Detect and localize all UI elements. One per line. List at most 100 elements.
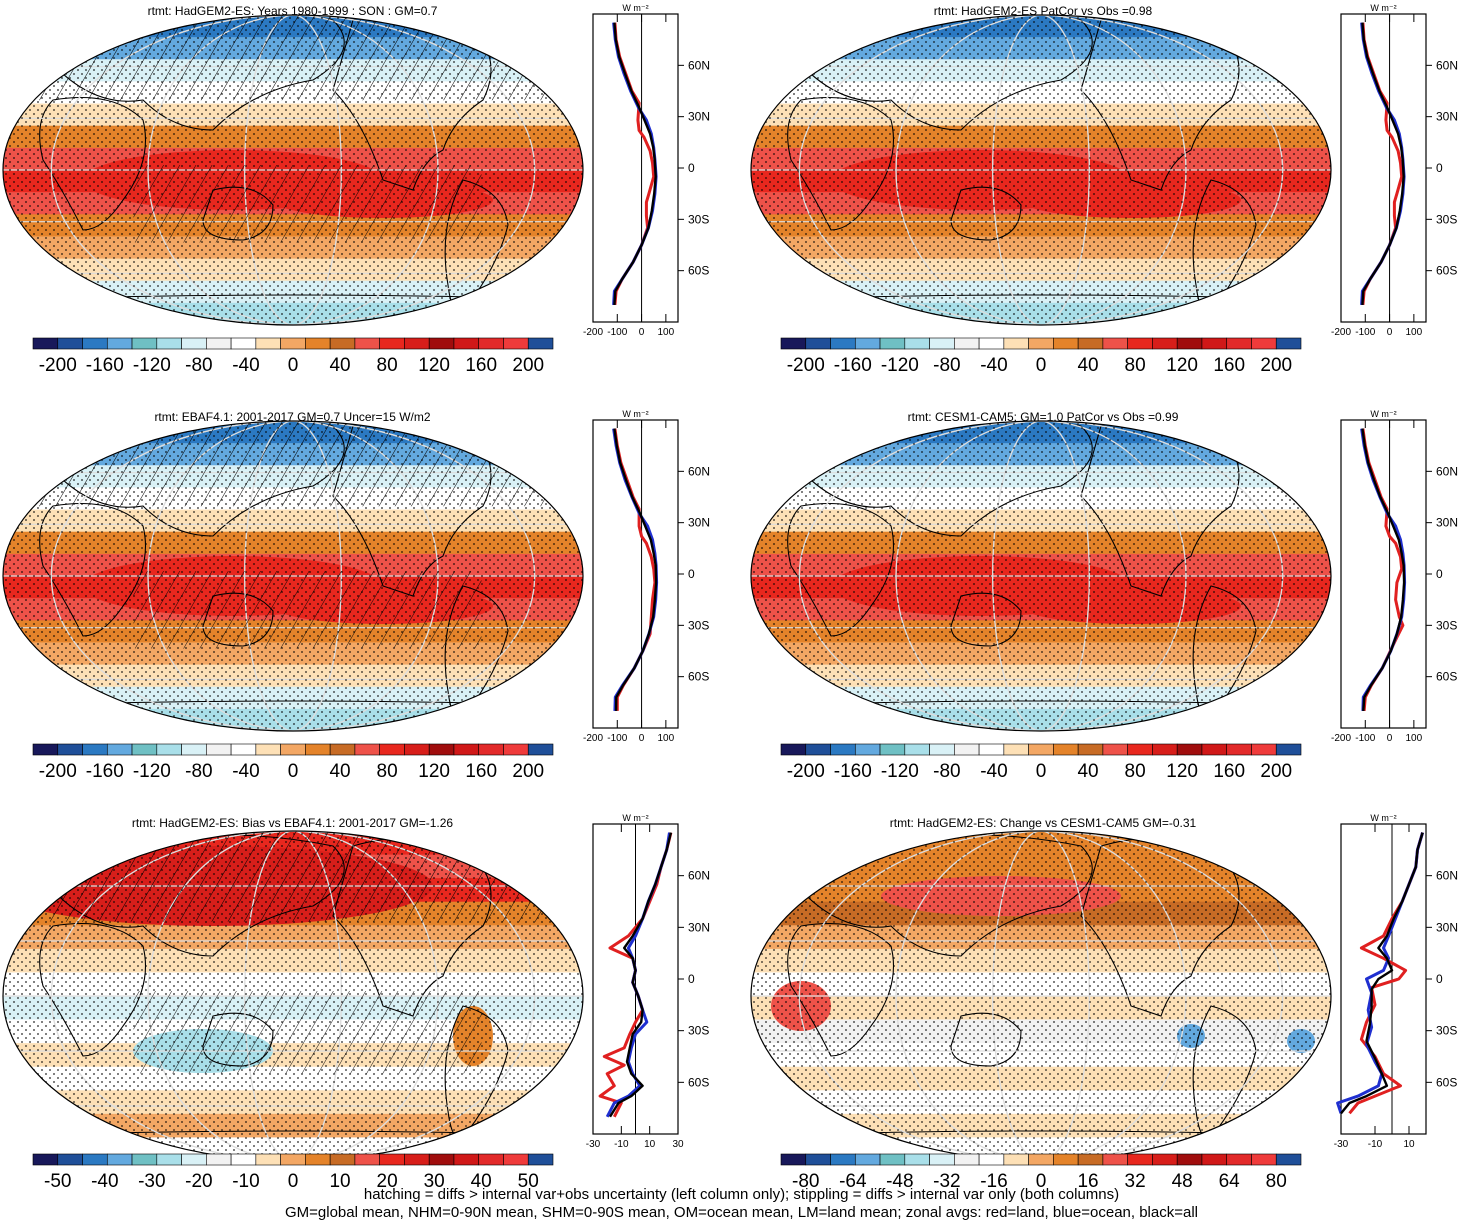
zonal-mean-plot: 60N 30N 0 30S 60S -200 -100 0 100 W m⁻² xyxy=(1331,3,1458,338)
colorbar-swatch xyxy=(32,1153,59,1166)
lat-tick-label: 30S xyxy=(688,212,709,226)
colorbar: -200 -160 -120 -80 -40 0 40 80 120 160 200 xyxy=(780,743,1302,782)
colorbar-label: -64 xyxy=(839,1171,867,1192)
colorbar-label: 80 xyxy=(1125,761,1146,782)
colorbar-label: -50 xyxy=(44,1171,71,1192)
lat-tick-label: 30S xyxy=(688,1024,709,1038)
panel-graphics: -200 -160 -120 -80 -40 0 40 80 120 160 200 60N 30N 0 3… xyxy=(2,409,710,782)
lat-tick-label: 60N xyxy=(688,58,710,72)
colorbar-label: 16 xyxy=(1077,1171,1098,1192)
colorbar-label: 40 xyxy=(329,761,350,782)
world-map xyxy=(2,420,584,732)
colorbar-swatch xyxy=(1028,1153,1054,1166)
lat-tick-label: 30S xyxy=(1436,212,1457,226)
panel-graphics: -200 -160 -120 -80 -40 0 40 80 120 160 200 60N 30N 0 3… xyxy=(2,3,710,376)
colorbar-swatch xyxy=(131,337,158,350)
colorbar-label: -40 xyxy=(91,1171,118,1192)
colorbar-label: 200 xyxy=(1260,761,1292,782)
lat-tick-label: 60S xyxy=(1436,264,1457,278)
caption-line-1: hatching = diffs > internal var+obs unce… xyxy=(363,1186,1120,1203)
colorbar-label: 200 xyxy=(512,355,544,376)
colorbar-swatch xyxy=(404,743,430,756)
colorbar-swatch xyxy=(478,743,504,756)
colorbar-swatch xyxy=(503,743,529,756)
colorbar-label: -40 xyxy=(232,761,259,782)
colorbar-swatch xyxy=(780,1153,807,1166)
colorbar-label: -40 xyxy=(980,355,1007,376)
colorbar-label: -200 xyxy=(787,761,825,782)
panel-graphics: -50 -40 -30 -20 -10 0 10 20 30 40 50 60N 30N 0 30S 60S -… xyxy=(2,813,710,1192)
colorbar-swatch xyxy=(354,1153,380,1166)
colorbar-swatch xyxy=(1053,1153,1079,1166)
colorbar-label: 200 xyxy=(512,761,544,782)
colorbar-swatch xyxy=(1077,337,1104,350)
colorbar-label: 120 xyxy=(1166,761,1198,782)
colorbar-label: 20 xyxy=(377,1171,398,1192)
colorbar-swatch xyxy=(1201,743,1228,756)
lat-tick-label: 30S xyxy=(1436,618,1457,632)
colorbar-swatch xyxy=(830,1153,856,1166)
colorbar-label: 80 xyxy=(1266,1171,1287,1192)
stippling xyxy=(751,831,1331,1161)
colorbar-label: 40 xyxy=(329,355,350,376)
hatching xyxy=(133,991,482,1074)
colorbar-swatch xyxy=(82,1153,108,1166)
colorbar-label: -200 xyxy=(787,355,825,376)
colorbar-swatch xyxy=(780,337,807,350)
colorbar-label: 80 xyxy=(377,355,398,376)
colorbar-swatch xyxy=(1077,1153,1104,1166)
colorbar-label: 80 xyxy=(377,761,398,782)
colorbar-label: -80 xyxy=(792,1171,819,1192)
colorbar-label: -10 xyxy=(232,1171,259,1192)
colorbar-swatch xyxy=(478,1153,504,1166)
zonal-mean-plot: 60N 30N 0 30S 60S -200 -100 0 100 W m⁻² xyxy=(1331,409,1458,744)
x-tick-label: -100 xyxy=(607,327,627,338)
colorbar-label: -160 xyxy=(86,355,124,376)
colorbar-swatch xyxy=(929,337,955,350)
colorbar-label: 0 xyxy=(288,355,299,376)
colorbar-swatch xyxy=(82,337,108,350)
x-tick-label: 100 xyxy=(658,327,675,338)
colorbar-swatch xyxy=(854,1153,881,1166)
zonal-unit-label: W m⁻² xyxy=(622,3,648,13)
colorbar-swatch xyxy=(82,743,108,756)
zonal-mean-plot: 60N 30N 0 30S 60S -200 -100 0 100 W m⁻² xyxy=(583,3,710,338)
x-tick-label: 100 xyxy=(1406,327,1423,338)
colorbar-label: 160 xyxy=(1213,355,1245,376)
map-title: rtmt: HadGEM2-ES PatCor vs Obs =0.98 xyxy=(933,4,1153,18)
colorbar-swatch xyxy=(379,743,405,756)
stippling xyxy=(751,15,1331,325)
hatching xyxy=(3,15,583,101)
colorbar-swatch xyxy=(329,1153,356,1166)
colorbar-label: -16 xyxy=(980,1171,1007,1192)
colorbar-label: 120 xyxy=(1166,355,1198,376)
colorbar-swatch xyxy=(904,743,930,756)
colorbar-swatch xyxy=(255,743,281,756)
colorbar-label: -200 xyxy=(39,761,77,782)
colorbar-swatch xyxy=(1251,337,1277,350)
x-tick-label: -30 xyxy=(1334,1139,1349,1150)
x-tick-label: -100 xyxy=(607,733,627,744)
x-tick-label: 0 xyxy=(1387,733,1393,744)
x-tick-label: -200 xyxy=(583,327,603,338)
lat-tick-label: 60N xyxy=(688,464,710,478)
colorbar-swatch xyxy=(354,337,380,350)
map-border xyxy=(2,14,584,326)
colorbar-swatch xyxy=(280,337,306,350)
colorbar-swatch xyxy=(230,1153,257,1166)
colorbar-label: -120 xyxy=(881,355,919,376)
hatching xyxy=(3,421,583,507)
colorbar-swatch xyxy=(503,337,529,350)
hatching xyxy=(133,165,482,243)
world-map xyxy=(750,14,1332,326)
all-zonal-line xyxy=(1361,428,1406,711)
colorbar-swatch xyxy=(106,743,133,756)
colorbar-swatch xyxy=(32,337,59,350)
colorbar-label: -20 xyxy=(185,1171,212,1192)
x-tick-label: 10 xyxy=(1403,1139,1415,1150)
lat-tick-label: 60S xyxy=(1436,670,1457,684)
colorbar-swatch xyxy=(230,743,257,756)
lat-tick-label: 0 xyxy=(688,972,695,986)
all-zonal-line xyxy=(608,832,673,1118)
colorbar-swatch xyxy=(929,1153,955,1166)
